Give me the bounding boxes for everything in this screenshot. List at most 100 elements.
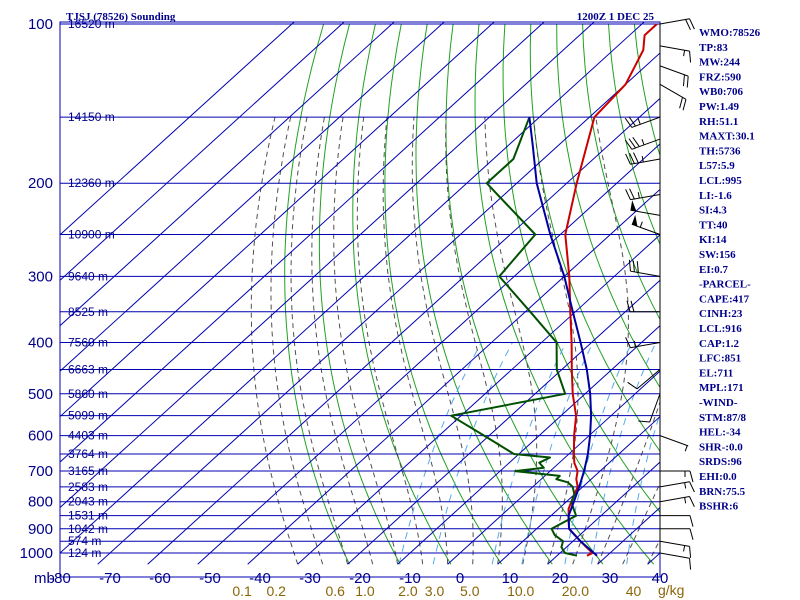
dry-adiabat <box>445 23 604 565</box>
index-item: SW:156 <box>699 249 736 261</box>
index-item: PW:1.49 <box>699 101 740 113</box>
dry-adiabat <box>318 23 401 565</box>
mixing-ratio-line <box>564 342 633 565</box>
temperature-tick-label: -80 <box>49 570 71 587</box>
dewpoint-trace <box>450 116 578 557</box>
temperature-tick-label: -70 <box>99 570 121 587</box>
temperature-tick-label: 40 <box>652 570 669 587</box>
isotherm <box>247 188 660 565</box>
dry-adiabat <box>284 23 350 565</box>
isotherm <box>547 461 660 565</box>
wind-barb <box>659 435 689 452</box>
pressure-tick-label: 400 <box>28 334 53 351</box>
index-item: MW:244 <box>699 57 740 69</box>
isotherm <box>347 279 660 565</box>
index-item: EL:711 <box>699 367 733 379</box>
index-item: MPL:171 <box>699 382 744 394</box>
index-item: LCL:916 <box>699 323 742 335</box>
height-label: 3764 m <box>68 447 108 461</box>
temperature-tick-label: 0 <box>456 570 464 587</box>
index-item: KI:14 <box>699 234 727 246</box>
wind-barb <box>631 214 661 235</box>
isotherm <box>447 370 660 565</box>
wind-barb <box>624 136 661 150</box>
wind-barb <box>659 540 692 558</box>
height-label: 2043 m <box>68 495 108 509</box>
height-label: 16520 m <box>68 17 115 31</box>
index-item: TP:83 <box>699 42 728 54</box>
index-item: SRDS:96 <box>699 456 742 468</box>
wind-barb <box>659 552 692 570</box>
index-item: MAXT:30.1 <box>699 131 755 143</box>
temperature-tick-label: 10 <box>502 570 519 587</box>
mixing-ratio-label: 10.0 <box>507 583 534 599</box>
isotherm <box>60 22 645 554</box>
index-item: L57:5.9 <box>699 160 735 172</box>
pressure-tick-label: 200 <box>28 175 53 192</box>
height-label: 5860 m <box>68 387 108 401</box>
wind-barb <box>660 515 694 527</box>
wind-barb <box>659 65 689 88</box>
grid <box>60 22 660 565</box>
height-label: 1042 m <box>68 522 108 536</box>
mixing-ratio-label: 1.0 <box>355 583 375 599</box>
wind-barb <box>660 528 694 540</box>
mixing-ratio-label: 3.0 <box>425 583 445 599</box>
temperature-tick-label: -30 <box>299 570 321 587</box>
height-label: 6663 m <box>68 363 108 377</box>
wind-barb <box>628 259 661 277</box>
height-label: 9640 m <box>68 269 108 283</box>
index-item: LCL:995 <box>699 175 742 187</box>
height-label: 10900 m <box>68 228 115 242</box>
mixing-ratio-label: 0.2 <box>266 583 286 599</box>
pressure-tick-label: 700 <box>28 463 53 480</box>
index-item: TH:5736 <box>699 145 741 157</box>
isotherm <box>60 22 545 463</box>
index-item: CINH:23 <box>699 308 743 320</box>
height-label: 2583 m <box>68 480 108 494</box>
height-label: 8525 m <box>68 305 108 319</box>
index-item: HEL:-34 <box>699 427 741 439</box>
wind-barb <box>660 470 694 483</box>
dry-adiabat <box>474 23 655 565</box>
isotherm <box>60 22 295 236</box>
isotherm <box>297 234 660 565</box>
pressure-unit-label: mb <box>34 570 55 587</box>
wind-barb <box>625 337 661 349</box>
pressure-tick-label: 900 <box>28 521 53 538</box>
height-label: 3165 m <box>68 464 108 478</box>
index-item: EHI:0.0 <box>699 471 737 483</box>
pressure-tick-label: 1000 <box>20 545 53 562</box>
index-item: SI:4.3 <box>699 205 727 217</box>
mixing-ratio-line <box>398 342 482 565</box>
temperature-tick-label: -10 <box>399 570 421 587</box>
height-label: 5099 m <box>68 409 108 423</box>
dry-adiabat <box>384 23 503 565</box>
isotherm <box>60 22 395 327</box>
wind-barb <box>626 300 660 313</box>
dry-adiabat <box>415 23 553 565</box>
isotherm <box>60 22 595 509</box>
index-item: CAP:1.2 <box>699 338 740 350</box>
pressure-tick-label: 800 <box>28 494 53 511</box>
index-item: RH:51.1 <box>699 116 738 128</box>
mixing-ratio-label: 5.0 <box>460 583 480 599</box>
height-label: 4403 m <box>68 429 108 443</box>
wind-barb <box>627 369 661 390</box>
temperature-tick-label: -20 <box>349 570 371 587</box>
index-item: BSHR:6 <box>699 501 739 513</box>
index-item: LI:-1.6 <box>699 190 732 202</box>
temperature-tick-label: 30 <box>602 570 619 587</box>
index-item: CAPE:417 <box>699 293 750 305</box>
isotherm <box>497 415 660 565</box>
index-item: TT:40 <box>699 219 728 231</box>
temperature-tick-label: -60 <box>149 570 171 587</box>
station-title: TJSJ (78526) Sounding <box>66 11 176 23</box>
mixing-ratio-unit-label: g/kg <box>658 582 684 598</box>
index-item: -PARCEL- <box>699 279 751 291</box>
pressure-tick-label: 100 <box>28 16 53 33</box>
parcel-trace <box>528 117 598 557</box>
pressure-tick-label: 600 <box>28 428 53 445</box>
